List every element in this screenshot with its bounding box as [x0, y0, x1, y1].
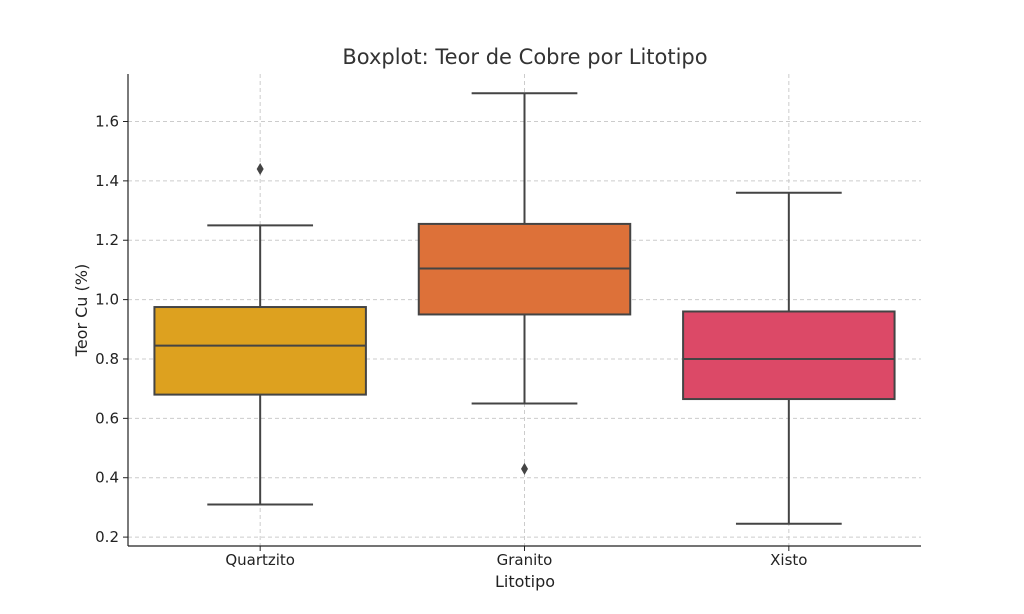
y-tick-label: 1.2: [95, 231, 119, 249]
y-tick-label: 1.4: [95, 172, 119, 190]
x-tick-label: Xisto: [770, 551, 807, 569]
outlier-granito: [521, 462, 528, 475]
x-tick-label: Granito: [497, 551, 553, 569]
box-quartzito: [153, 306, 367, 396]
y-tick-label: 0.4: [95, 469, 119, 487]
box-group-granito: [417, 92, 632, 475]
box-group-xisto: [682, 191, 896, 525]
outlier-quartzito: [256, 162, 264, 175]
y-tick-label: 1.0: [95, 291, 119, 309]
chart-title: Boxplot: Teor de Cobre por Litotipo: [342, 45, 707, 69]
y-tick-label: 0.2: [95, 528, 119, 546]
y-tick-label: 1.6: [95, 112, 119, 130]
y-axis-label: Teor Cu (%): [72, 264, 91, 357]
x-tick-label: Quartzito: [225, 551, 295, 569]
x-axis-label: Litotipo: [495, 572, 555, 591]
box-group-quartzito: [153, 162, 367, 506]
y-tick-label: 0.8: [95, 350, 119, 368]
boxes-layer: [153, 92, 896, 525]
y-tick-label: 0.6: [95, 409, 119, 427]
box-xisto: [682, 310, 896, 401]
axes-layer: 0.2 0.4 0.6 0.8 1.0 1.2 1.4 1.6 Quartzito Granito…: [95, 74, 921, 569]
